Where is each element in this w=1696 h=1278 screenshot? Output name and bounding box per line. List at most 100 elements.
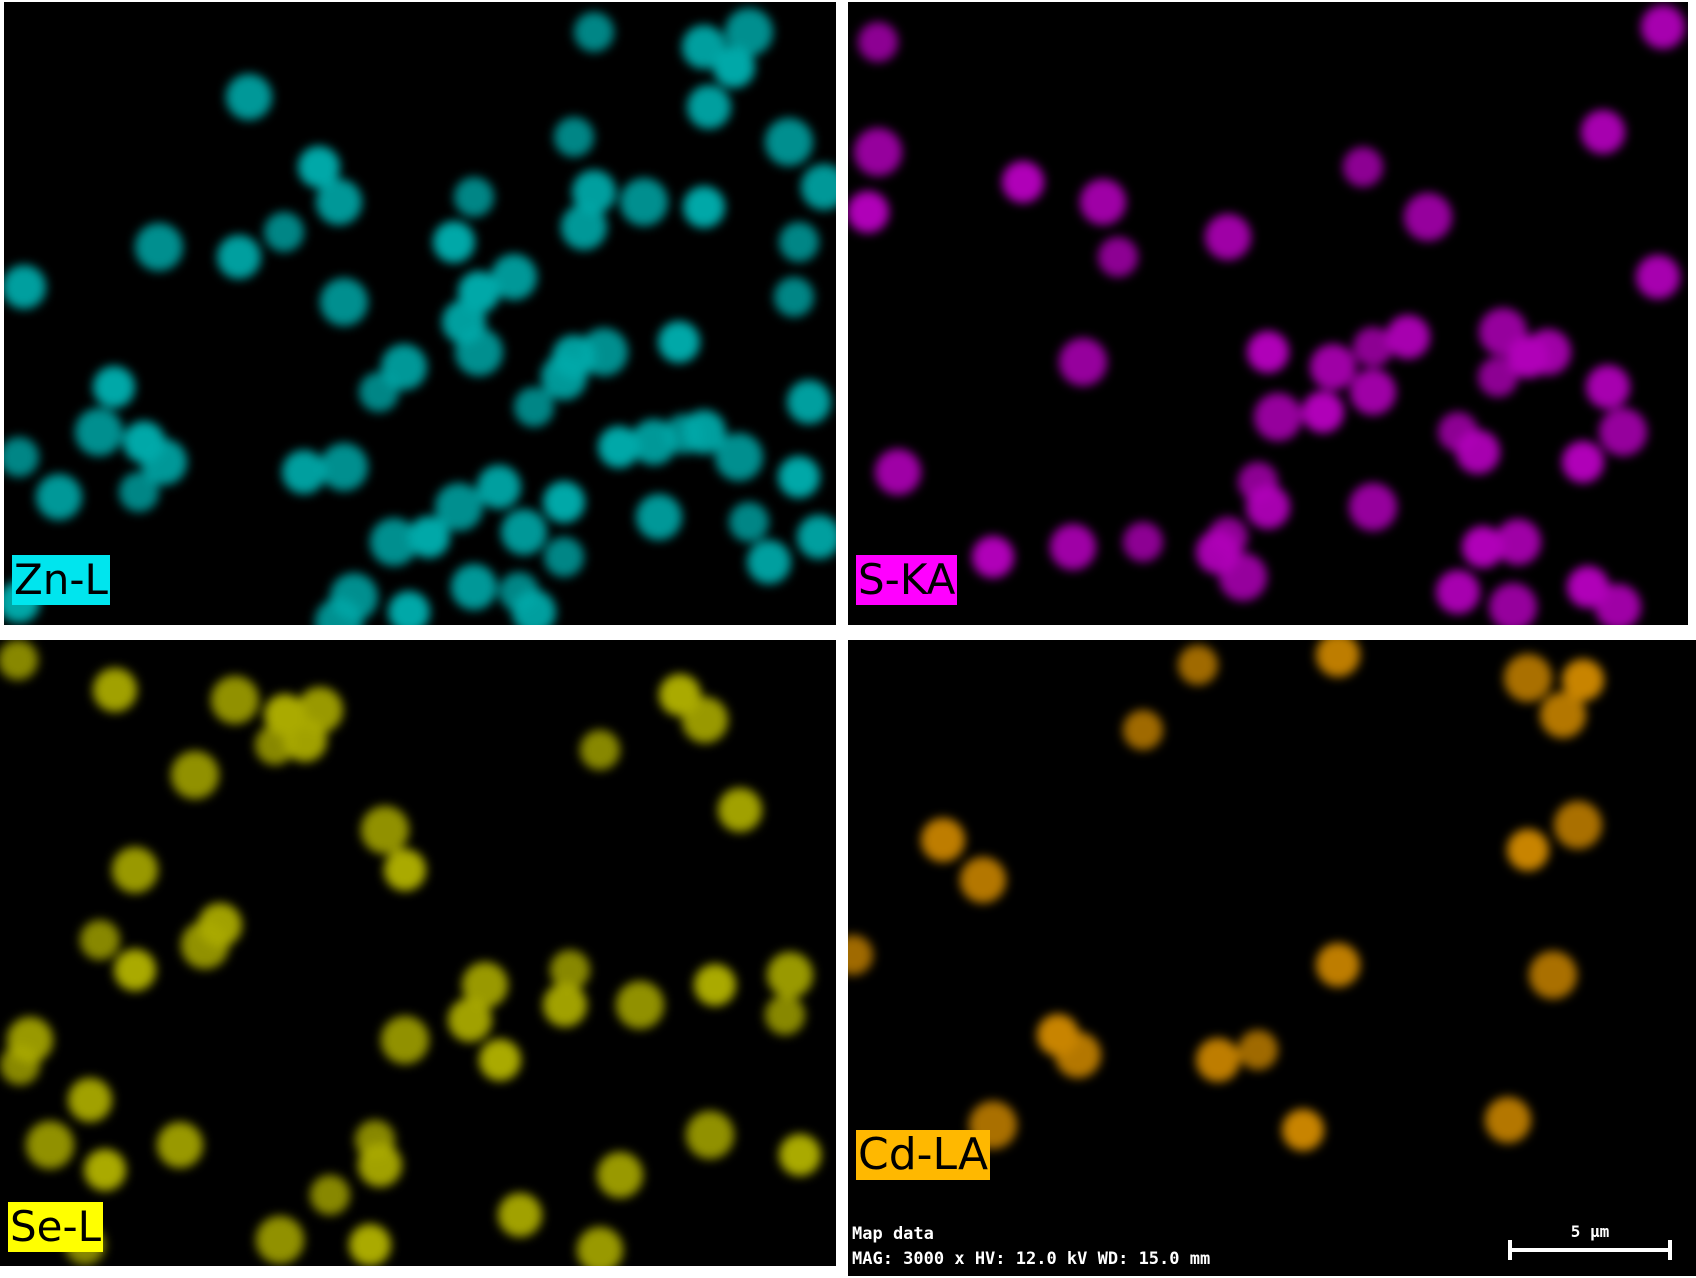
particle <box>1436 570 1480 614</box>
particle <box>1349 483 1397 531</box>
particle <box>875 449 921 495</box>
particle <box>359 372 399 412</box>
particle <box>779 1134 821 1176</box>
particle <box>491 254 537 300</box>
particle <box>455 328 503 376</box>
particle <box>310 1175 350 1215</box>
map-info-title: Map data <box>852 1224 934 1244</box>
particle <box>4 437 39 477</box>
particle <box>797 515 836 559</box>
particle <box>433 221 475 263</box>
particle <box>554 117 594 157</box>
particle <box>1636 255 1680 299</box>
particle <box>541 354 587 400</box>
particle <box>729 502 769 542</box>
particle <box>1599 408 1647 456</box>
particle <box>713 46 755 88</box>
particle <box>157 1122 203 1168</box>
particle <box>682 697 728 743</box>
particle <box>801 164 836 210</box>
particle <box>597 1152 643 1198</box>
scale-bar-label: 5 µm <box>1570 1222 1610 1241</box>
particle <box>1595 584 1641 625</box>
s-map-panel: S-KA <box>848 2 1688 625</box>
particle <box>778 456 820 498</box>
particle <box>1055 1032 1101 1078</box>
particle <box>686 1111 734 1159</box>
particle <box>512 590 556 625</box>
particle <box>1350 369 1396 415</box>
particle <box>320 278 368 326</box>
particle <box>1641 5 1685 49</box>
particle <box>211 676 259 724</box>
se-label: Se-L <box>8 1202 104 1252</box>
particle <box>636 494 682 540</box>
particle <box>68 1078 112 1122</box>
particle <box>848 935 873 975</box>
particle <box>787 380 831 424</box>
particle <box>687 85 731 129</box>
particle <box>1316 640 1360 677</box>
particle <box>135 223 183 271</box>
particle <box>1246 485 1290 529</box>
particle <box>1254 393 1302 441</box>
particle <box>93 366 135 408</box>
particle <box>498 1193 542 1237</box>
particle <box>114 949 156 991</box>
particle <box>358 1143 402 1187</box>
zn-map-panel: Zn-L <box>4 2 836 625</box>
particle <box>0 640 38 680</box>
particle <box>1581 110 1625 154</box>
particle <box>264 212 304 252</box>
particle <box>683 186 725 228</box>
particle <box>93 668 137 712</box>
particle <box>921 818 965 862</box>
scale-bar: 5 µm <box>1508 1222 1672 1262</box>
particle <box>0 1045 40 1085</box>
s-label: S-KA <box>856 555 958 605</box>
particle <box>577 1227 623 1266</box>
particle <box>1343 147 1383 187</box>
particle <box>36 474 82 520</box>
particle <box>256 1216 304 1264</box>
cd-map-panel: Cd-LA Map data MAG: 3000 x HV: 12.0 kV W… <box>848 640 1696 1276</box>
particle <box>171 751 219 799</box>
particle <box>1282 1109 1324 1151</box>
se-particles <box>0 640 836 1266</box>
particle <box>779 222 819 262</box>
particle <box>1205 214 1251 260</box>
particle <box>226 74 272 120</box>
particle <box>858 22 898 62</box>
particle <box>1247 331 1289 373</box>
particle <box>848 191 889 233</box>
particle <box>1098 237 1138 277</box>
particle <box>580 328 628 376</box>
particle <box>282 450 326 494</box>
particle <box>1485 1097 1531 1143</box>
particle <box>1123 710 1163 750</box>
particle <box>972 536 1014 578</box>
particle <box>320 443 368 491</box>
scale-bar-left-tick <box>1508 1240 1512 1260</box>
particle <box>1238 1030 1278 1070</box>
particle <box>1495 519 1541 565</box>
particle <box>1208 517 1248 557</box>
particle <box>477 465 521 509</box>
particle <box>1504 654 1552 702</box>
particle <box>1540 692 1586 738</box>
particle <box>448 998 492 1042</box>
particle <box>1404 193 1452 241</box>
particle <box>718 788 762 832</box>
particle <box>1002 161 1044 203</box>
particle <box>1525 329 1571 375</box>
particle <box>112 847 158 893</box>
particle <box>1478 357 1518 397</box>
particle <box>4 265 46 309</box>
s-particles <box>848 2 1688 625</box>
particle <box>620 178 668 226</box>
particle <box>715 433 763 481</box>
particle <box>774 277 814 317</box>
particle <box>544 537 584 577</box>
particle <box>181 921 229 969</box>
se-map-panel: Se-L <box>0 640 836 1266</box>
